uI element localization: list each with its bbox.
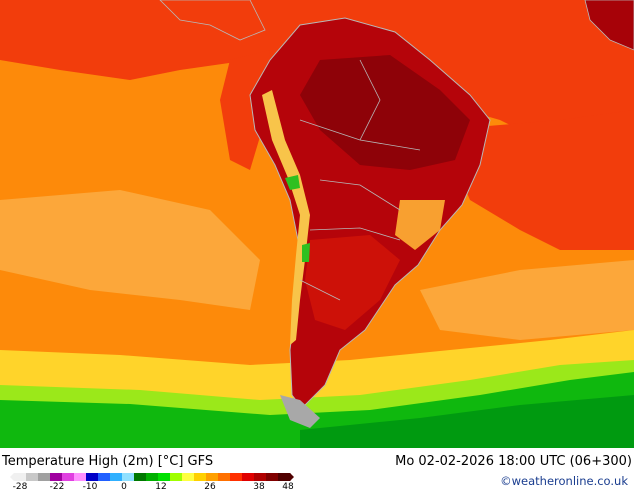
legend-swatch: [206, 473, 219, 481]
legend-arrow-right: [290, 473, 294, 481]
legend-swatch: [98, 473, 111, 481]
legend-swatch: [278, 473, 291, 481]
country-borders: [299, 59, 421, 301]
legend-swatch: [242, 473, 255, 481]
legend-tick-label: 26: [204, 482, 216, 492]
legend-swatch: [266, 473, 279, 481]
legend-swatch: [134, 473, 147, 481]
legend-swatch: [50, 473, 63, 481]
weather-map: [0, 0, 634, 448]
legend-swatch: [110, 473, 123, 481]
legend-swatch: [26, 473, 39, 481]
legend-swatch: [254, 473, 267, 481]
legend-swatch: [194, 473, 207, 481]
copyright-link[interactable]: ©weatheronline.co.uk: [500, 474, 628, 488]
pampas-red-region: [305, 235, 400, 330]
legend-swatch: [14, 473, 27, 481]
legend-swatch: [182, 473, 195, 481]
legend-tick-label: 12: [155, 482, 167, 492]
map-title: Temperature High (2m) [°C] GFS: [2, 454, 214, 469]
africa-landmass: [584, 0, 634, 51]
legend-swatch: [230, 473, 243, 481]
southern-band-dark-green: [300, 395, 634, 448]
tropical-belt-pacific-coast: [220, 50, 270, 170]
color-legend-bar: [10, 473, 294, 481]
legend-swatch: [158, 473, 171, 481]
legend-swatch: [86, 473, 99, 481]
legend-tick-label: 48: [282, 482, 294, 492]
legend-swatch: [170, 473, 183, 481]
legend-tick-label: -28: [12, 482, 28, 492]
subtropical-atlantic-region: [420, 260, 634, 340]
legend-arrow-left: [10, 473, 14, 481]
legend-swatch: [74, 473, 87, 481]
tropical-belt-atlantic: [440, 110, 634, 250]
legend-tick-label: -10: [82, 482, 98, 492]
tierra-del-fuego: [280, 395, 320, 428]
legend-tick-label: -22: [49, 482, 65, 492]
legend-swatch: [62, 473, 75, 481]
legend-tick-label: 38: [253, 482, 265, 492]
legend-swatch: [122, 473, 135, 481]
andes-cool-strip: [262, 90, 310, 345]
central-america-landmass: [159, 0, 266, 41]
legend-swatch: [218, 473, 231, 481]
legend-swatch: [38, 473, 51, 481]
legend-swatch: [146, 473, 159, 481]
subtropical-pacific-region: [0, 190, 260, 310]
southeast-brazil-warm-region: [395, 200, 445, 250]
forecast-datetime: Mo 02-02-2026 18:00 UTC (06+300): [395, 454, 632, 469]
amazon-hot-core: [300, 55, 470, 170]
andes-green-spots: [285, 175, 310, 262]
legend-tick-label: 0: [121, 482, 127, 492]
map-footer: Temperature High (2m) [°C] GFS Mo 02-02-…: [0, 448, 634, 492]
